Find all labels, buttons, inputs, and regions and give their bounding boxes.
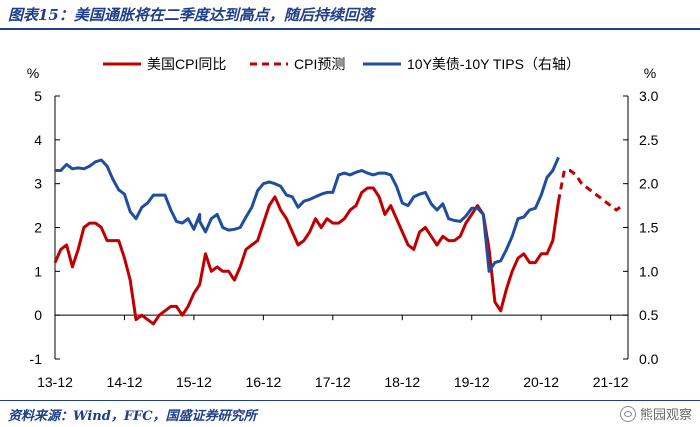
y-left-tick-label: 2 bbox=[34, 220, 42, 236]
wechat-icon bbox=[619, 405, 636, 422]
title-rule bbox=[0, 28, 700, 30]
x-tick-label: 14-12 bbox=[107, 374, 143, 390]
y-right-tick-label: 0.0 bbox=[639, 351, 659, 367]
legend-label-1: CPI预测 bbox=[294, 56, 345, 72]
source-note: 资料来源：Wind，FFC，国盛证券研究所 bbox=[8, 409, 257, 424]
y-left-tick-label: 4 bbox=[34, 132, 42, 148]
y-left-tick-label: 1 bbox=[34, 263, 42, 279]
y-left-unit-label: % bbox=[27, 65, 39, 81]
y-right-tick-label: 0.5 bbox=[639, 307, 659, 323]
x-tick-label: 13-12 bbox=[37, 374, 73, 390]
series-line-1 bbox=[557, 169, 624, 212]
x-tick-label: 18-12 bbox=[384, 374, 420, 390]
x-tick-label: 17-12 bbox=[315, 374, 351, 390]
watermark: 熊园观察 bbox=[619, 404, 692, 423]
y-right-tick-label: 3.0 bbox=[639, 88, 659, 104]
y-left-tick-label: 5 bbox=[34, 88, 42, 104]
figure-title: 图表15：美国通胀将在二季度达到高点，随后持续回落 bbox=[8, 6, 374, 24]
line-chart: -1 0 1 2 3 4 5 0.0 0.5 1.0 1.5 2.0 2.5 3.0% % 13-12 14-1… bbox=[27, 56, 659, 390]
y-right-unit-label: % bbox=[644, 65, 656, 81]
series-line-0 bbox=[53, 186, 560, 326]
x-tick-label: 16-12 bbox=[245, 374, 281, 390]
x-tick-label: 20-12 bbox=[523, 374, 559, 390]
y-right-tick-label: 2.0 bbox=[639, 176, 659, 192]
x-tick-label: 21-12 bbox=[593, 374, 629, 390]
legend-label-2: 10Y美债-10Y TIPS（右轴） bbox=[407, 56, 580, 72]
watermark-text: 熊园观察 bbox=[639, 407, 692, 422]
y-left-tick-label: 0 bbox=[34, 307, 42, 323]
source-rule bbox=[0, 400, 700, 401]
x-tick-label: 15-12 bbox=[176, 374, 212, 390]
y-left-tick-label: -1 bbox=[30, 351, 43, 367]
y-right-tick-label: 1.5 bbox=[639, 220, 659, 236]
x-tick-label: 19-12 bbox=[454, 374, 490, 390]
legend-label-0: 美国CPI同比 bbox=[147, 56, 226, 72]
y-left-tick-label: 3 bbox=[34, 176, 42, 192]
series-line-2 bbox=[55, 156, 560, 273]
y-right-tick-label: 1.0 bbox=[639, 263, 659, 279]
y-right-tick-label: 2.5 bbox=[639, 132, 659, 148]
